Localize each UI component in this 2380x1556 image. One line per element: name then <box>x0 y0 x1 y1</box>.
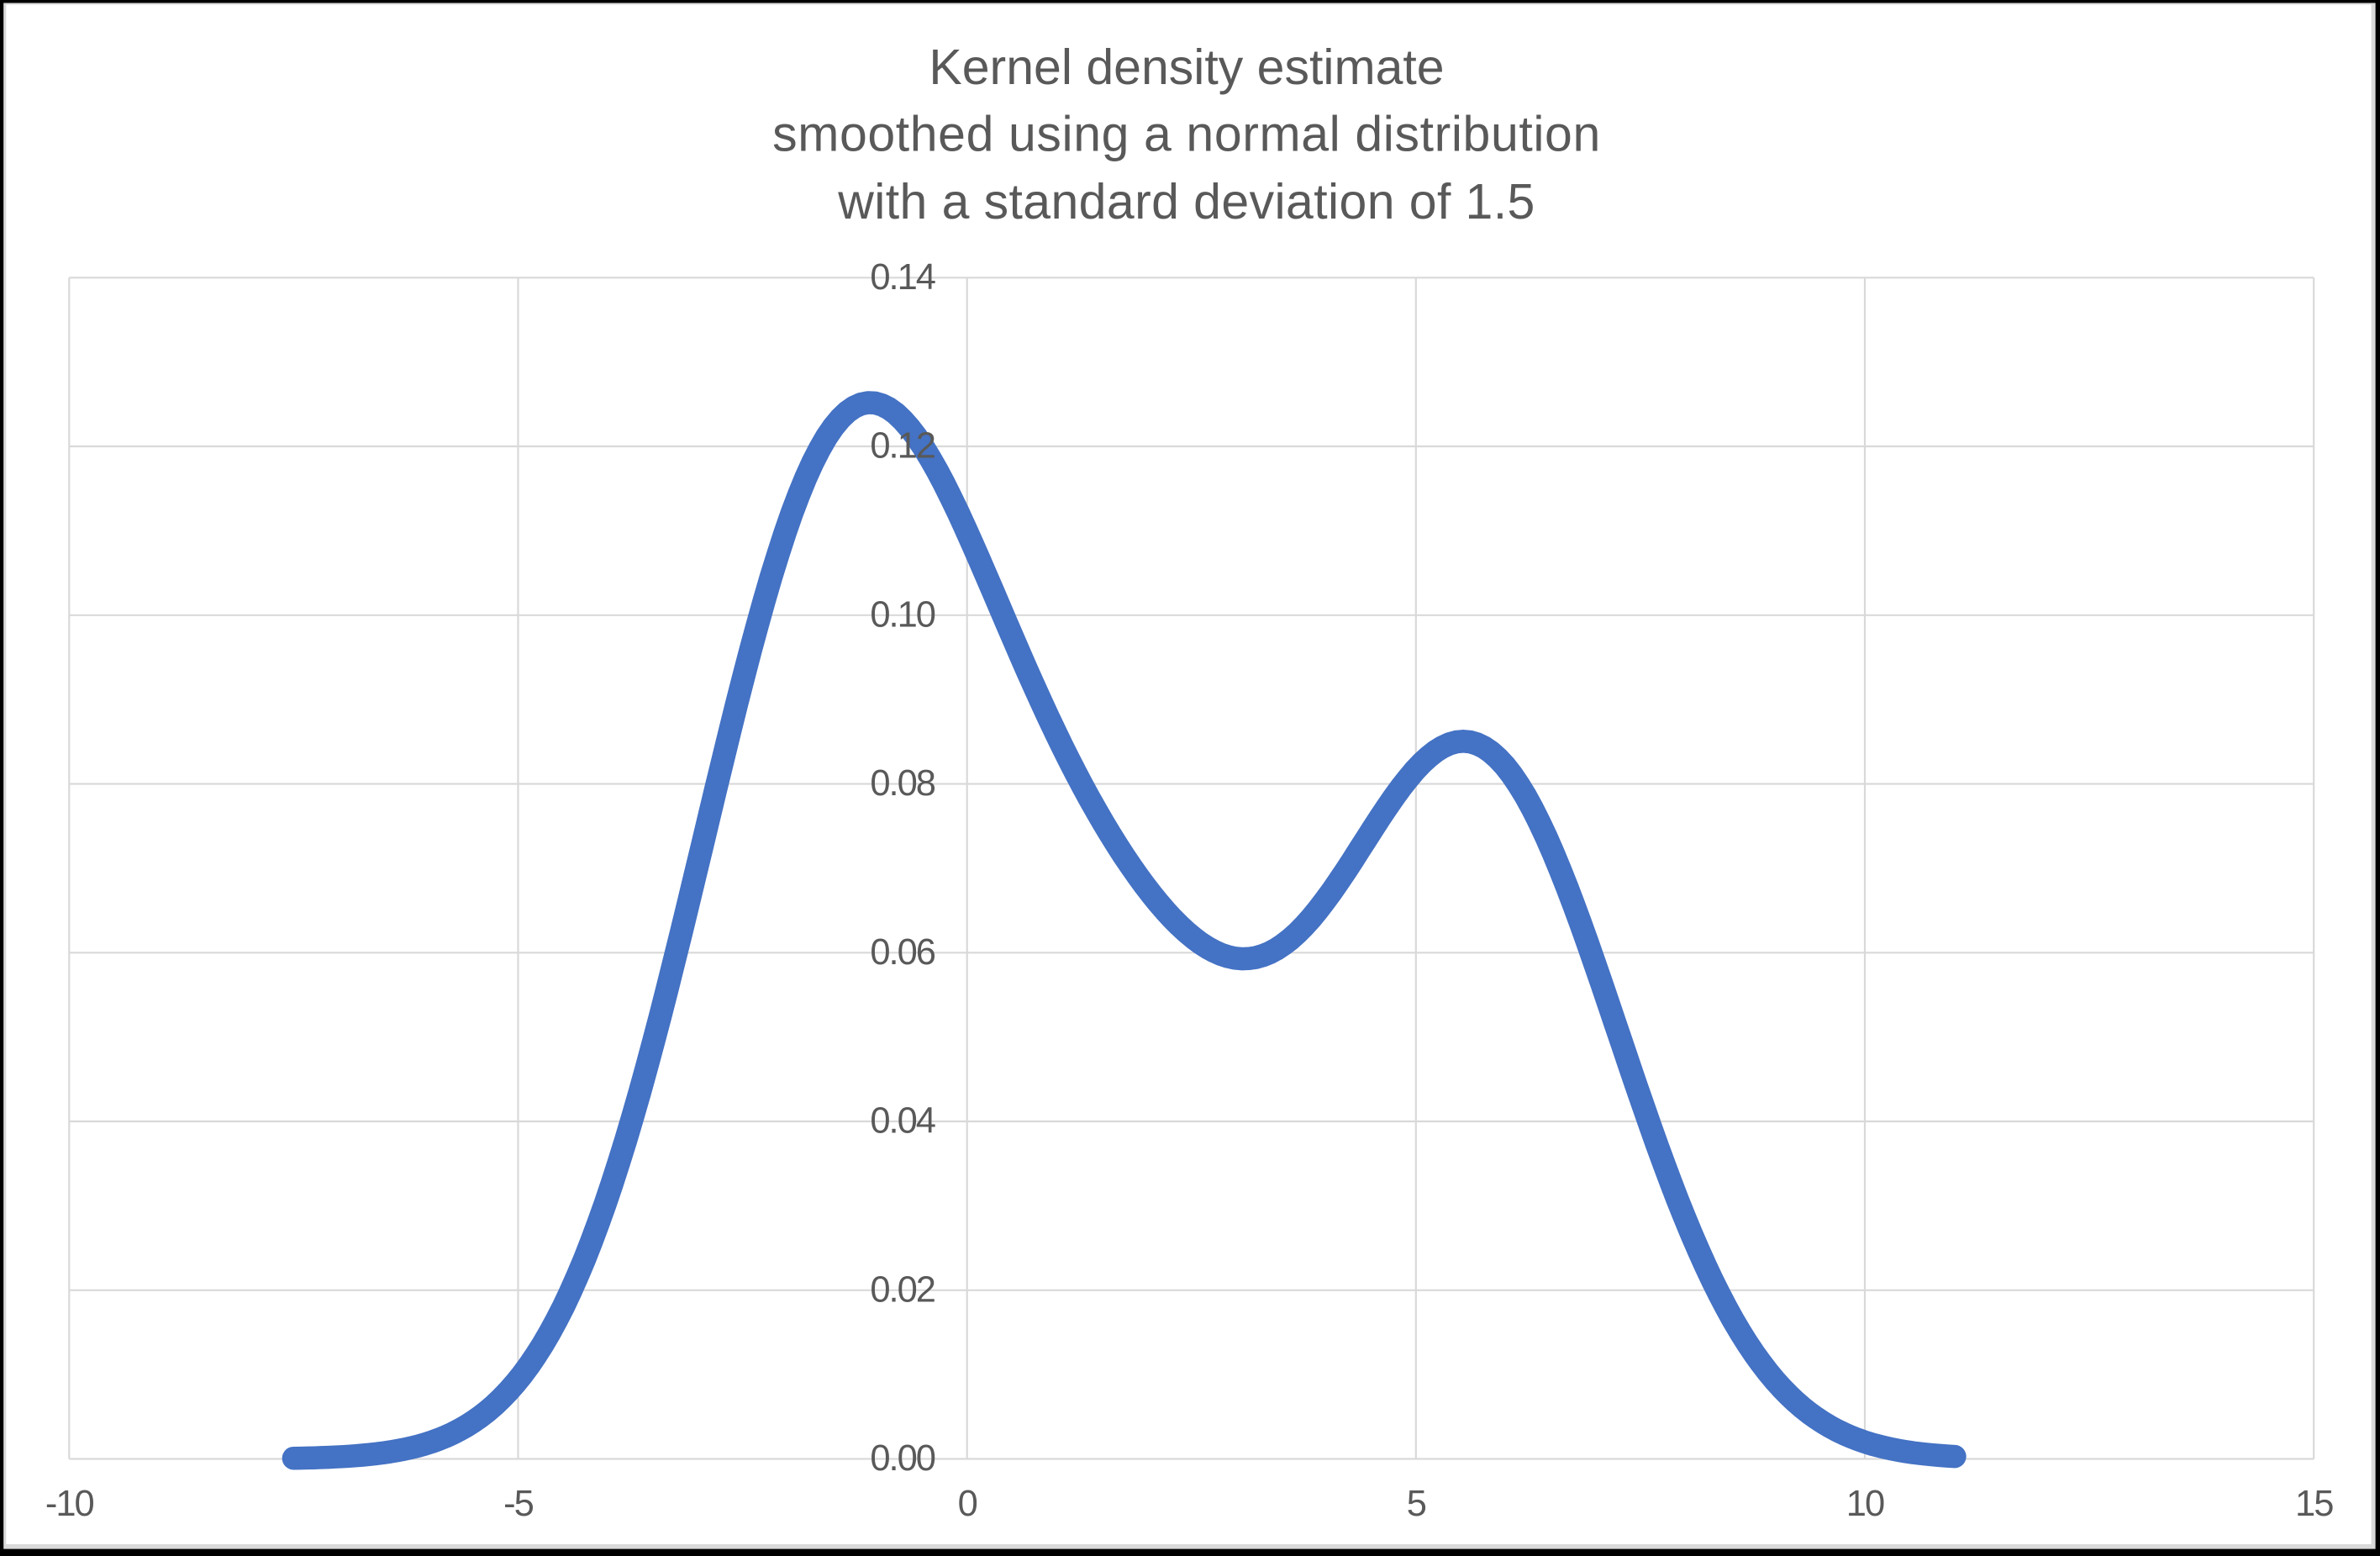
svg-text:0.12: 0.12 <box>870 426 935 467</box>
svg-text:0.04: 0.04 <box>870 1101 935 1142</box>
svg-text:0.14: 0.14 <box>870 257 935 298</box>
svg-text:0.08: 0.08 <box>870 763 935 804</box>
svg-text:Kernel density estimate: Kernel density estimate <box>929 40 1444 95</box>
svg-text:0: 0 <box>958 1484 977 1524</box>
svg-text:0.00: 0.00 <box>870 1438 935 1479</box>
svg-text:0.10: 0.10 <box>870 595 935 636</box>
svg-text:5: 5 <box>1407 1484 1426 1524</box>
svg-text:-5: -5 <box>503 1484 533 1524</box>
svg-text:-10: -10 <box>45 1484 94 1524</box>
svg-text:0.02: 0.02 <box>870 1270 935 1311</box>
svg-text:smoothed using a normal distri: smoothed using a normal distribution <box>772 107 1601 162</box>
svg-text:15: 15 <box>2295 1484 2333 1524</box>
svg-text:0.06: 0.06 <box>870 932 935 973</box>
svg-text:10: 10 <box>1846 1484 1884 1524</box>
svg-text:with a standard deviation of 1: with a standard deviation of 1.5 <box>837 174 1535 229</box>
